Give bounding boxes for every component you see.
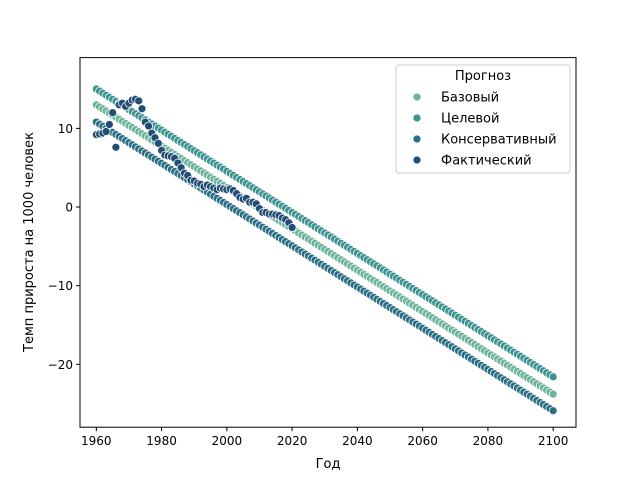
- legend-entry-label: Целевой: [441, 112, 499, 127]
- legend: Прогноз Базовый Целевой Консервативный Факт…: [395, 64, 571, 174]
- series-2-points: [91, 84, 558, 382]
- x-tick-label: 2020: [277, 434, 308, 448]
- legend-entries: Базовый Целевой Консервативный Фактический: [412, 91, 557, 169]
- x-axis-ticks: 1960 1980 2000 2020 2040 2060 2080 2100: [81, 427, 568, 448]
- x-tick-label: 2060: [407, 434, 438, 448]
- data-point: [548, 389, 558, 399]
- data-point: [101, 127, 111, 136]
- x-tick-label: 1960: [81, 434, 112, 448]
- legend-entry-label: Фактический: [441, 154, 532, 169]
- data-point: [111, 142, 121, 152]
- legend-marker: [412, 113, 422, 123]
- data-point: [134, 96, 144, 106]
- legend-entry-label: Базовый: [441, 91, 499, 106]
- y-tick-label: −10: [48, 279, 73, 293]
- x-tick-label: 1980: [146, 434, 177, 448]
- x-tick-label: 2100: [538, 434, 569, 448]
- legend-entry-label: Консервативный: [441, 133, 557, 148]
- x-tick-label: 2040: [342, 434, 373, 448]
- y-axis-ticks: −20 −10 0 10: [48, 122, 80, 372]
- data-point: [108, 108, 118, 118]
- data-point: [144, 121, 153, 131]
- plot-area-frame: [79, 57, 577, 428]
- x-tick-label: 2080: [473, 434, 504, 448]
- y-tick-label: 0: [65, 201, 73, 215]
- x-axis-label: Год: [316, 457, 341, 472]
- points-layer: [91, 84, 558, 416]
- data-point: [104, 120, 114, 129]
- y-tick-label: −20: [48, 358, 73, 372]
- y-tick-label: 10: [58, 122, 73, 136]
- series-4-points: [91, 94, 297, 232]
- data-point: [137, 104, 147, 114]
- data-point: [287, 223, 297, 232]
- legend-frame: [395, 64, 571, 174]
- data-point: [153, 138, 163, 148]
- legend-marker: [412, 155, 422, 165]
- data-point: [548, 372, 558, 382]
- legend-marker: [412, 92, 422, 102]
- x-tick-label: 2000: [212, 434, 243, 448]
- y-axis-label: Темп прироста на 1000 человек: [22, 132, 37, 353]
- data-point: [548, 406, 558, 416]
- legend-title: Прогноз: [455, 69, 511, 84]
- legend-marker: [412, 134, 422, 144]
